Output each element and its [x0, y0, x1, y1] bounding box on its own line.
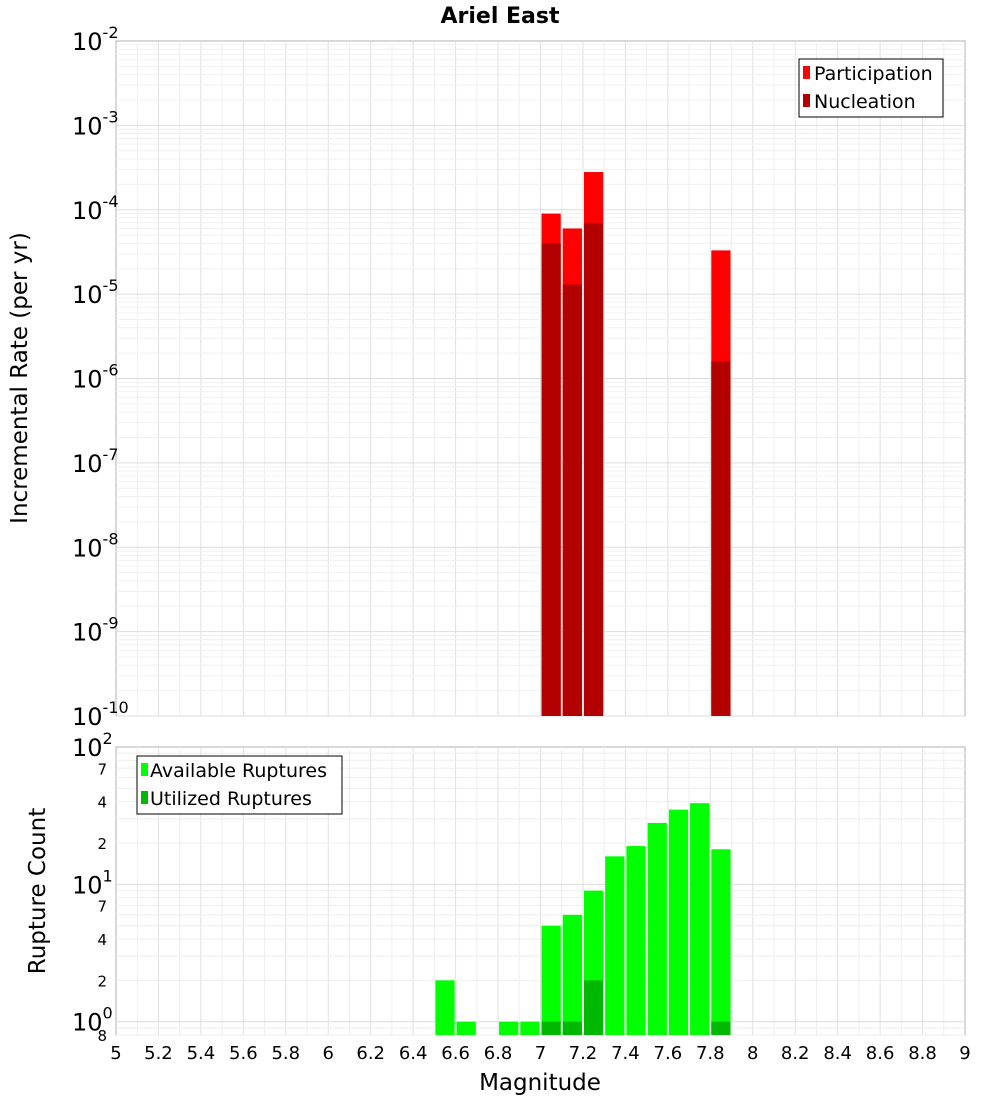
- rate-y-tick-2: 10-4: [72, 192, 119, 225]
- rate-panel: 10-2 10-3 10-4 10-5 10-6 10-7 10-8 10-9 10-10 Ar…: [7, 4, 966, 731]
- x-tick-12: 7.4: [611, 1043, 640, 1064]
- x-tick-1: 5.2: [144, 1043, 173, 1064]
- x-tick-3: 5.6: [229, 1043, 258, 1064]
- count-y-major-tick-1: 101: [72, 866, 113, 899]
- available-bar-2: [499, 1021, 519, 1035]
- x-tick-2: 5.4: [187, 1043, 216, 1064]
- x-tick-4: 5.8: [271, 1043, 300, 1064]
- legend-label-participation: Participation: [814, 63, 933, 85]
- rate-bars: [541, 172, 731, 717]
- x-tick-8: 6.6: [441, 1043, 470, 1064]
- rate-y-tick-8: 10-10: [72, 698, 129, 731]
- available-bar-10: [668, 809, 689, 1035]
- legend-swatch-available: [141, 763, 148, 776]
- legend-label-available: Available Ruptures: [150, 760, 327, 782]
- legend-label-utilized: Utilized Ruptures: [150, 788, 312, 810]
- count-y-minor-tick-4: 2: [97, 835, 107, 853]
- utilized-bar-5: [562, 1021, 582, 1035]
- legend-swatch-nucleation: [803, 94, 810, 107]
- rate-y-tick-6: 10-8: [72, 529, 119, 562]
- x-tick-9: 6.8: [484, 1043, 513, 1064]
- nucleation-bar-2: [583, 222, 604, 716]
- rate-y-tick-1: 10-3: [72, 107, 119, 140]
- x-tick-17: 8.4: [823, 1043, 852, 1064]
- count-y-minor-tick-0: 8: [97, 1027, 107, 1045]
- x-tick-5: 6: [323, 1043, 334, 1064]
- rate-legend-box: [798, 58, 944, 118]
- count-y-minor-tick-2: 4: [97, 931, 107, 949]
- available-bar-11: [690, 803, 710, 1035]
- count-legend: Available Ruptures Utilized Ruptures: [136, 755, 343, 815]
- count-y-minor-tick-1: 2: [97, 972, 107, 990]
- x-tick-16: 8.2: [781, 1043, 810, 1064]
- available-bar-9: [647, 822, 667, 1035]
- legend-label-nucleation: Nucleation: [814, 91, 916, 113]
- count-y-axis-label: Rupture Count: [25, 808, 51, 974]
- x-tick-0: 5: [110, 1043, 121, 1064]
- available-bar-7: [605, 856, 625, 1035]
- x-tick-18: 8.6: [866, 1043, 895, 1064]
- available-bar-5: [562, 914, 582, 1035]
- count-y-minor-tick-5: 4: [97, 794, 107, 812]
- count-bars: [435, 803, 731, 1035]
- rate-legend: Participation Nucleation: [798, 58, 944, 118]
- x-tick-6: 6.2: [356, 1043, 385, 1064]
- nucleation-bar-0: [541, 243, 561, 717]
- rate-y-tick-3: 10-5: [72, 276, 119, 309]
- rate-y-tick-7: 10-9: [72, 614, 119, 647]
- nucleation-bar-3: [711, 361, 731, 716]
- count-legend-box: [136, 755, 343, 815]
- x-tick-13: 7.6: [654, 1043, 683, 1064]
- legend-swatch-participation: [803, 66, 810, 79]
- x-axis-label: Magnitude: [479, 1070, 601, 1096]
- available-bar-1: [456, 1021, 476, 1035]
- count-y-major-tick-2: 102: [72, 729, 113, 762]
- nucleation-bar-1: [562, 284, 582, 716]
- available-bar-4: [541, 925, 561, 1035]
- available-bar-0: [435, 980, 455, 1035]
- x-tick-10: 7: [535, 1043, 546, 1064]
- rate-y-tick-5: 10-7: [72, 445, 119, 478]
- x-tick-7: 6.4: [399, 1043, 428, 1064]
- x-tick-labels: 5 5.2 5.4 5.6 5.8 6 6.2 6.4 6.6 6.8 7 7.2 7.4 7.6 7.8 8…: [110, 1043, 970, 1064]
- available-bar-3: [520, 1021, 540, 1035]
- available-bar-12: [711, 849, 731, 1035]
- rate-gridlines: [116, 41, 965, 717]
- rate-y-tick-4: 10-6: [72, 361, 119, 394]
- x-tick-19: 8.8: [908, 1043, 937, 1064]
- x-tick-15: 8: [747, 1043, 758, 1064]
- x-tick-11: 7.2: [569, 1043, 598, 1064]
- x-tick-20: 9: [959, 1043, 970, 1064]
- utilized-bar-6: [583, 980, 604, 1035]
- utilized-bar-12: [711, 1021, 731, 1035]
- chart-title: Ariel East: [440, 4, 560, 29]
- count-y-minor-tick-3: 7: [97, 898, 107, 916]
- count-y-minor-tick-6: 7: [97, 760, 107, 778]
- x-tick-14: 7.8: [696, 1043, 725, 1064]
- rate-y-axis-label: Incremental Rate (per yr): [7, 232, 33, 524]
- utilized-bar-4: [541, 1021, 561, 1035]
- available-bar-8: [626, 846, 646, 1035]
- legend-swatch-utilized: [141, 791, 148, 804]
- rate-y-tick-0: 10-2: [72, 23, 119, 56]
